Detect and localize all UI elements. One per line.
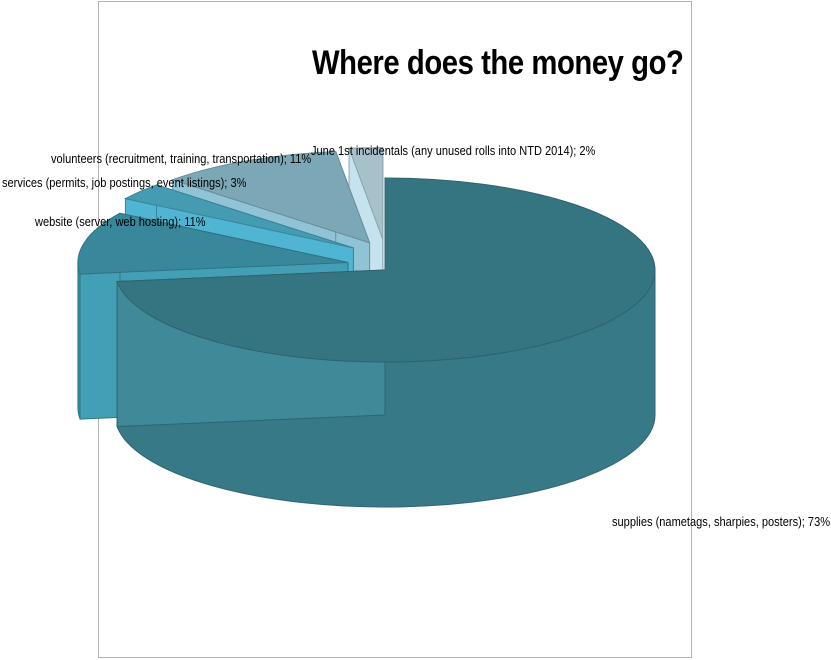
label-supplies: supplies (nametags, sharpies, posters); … [612, 514, 831, 529]
pie-top-website [77, 212, 349, 275]
chart-title: Where does the money go? [312, 44, 684, 82]
pie-top-services [123, 184, 354, 249]
pie-slice-supplies [116, 177, 656, 508]
pie-top-volunteers [171, 150, 371, 244]
pie-top-supplies [116, 177, 656, 363]
label-incidentals: June 1st incidentals (any unused rolls i… [311, 143, 596, 158]
label-services: services (permits, job postings, event l… [2, 175, 247, 190]
label-volunteers: volunteers (recruitment, training, trans… [51, 151, 312, 166]
pie-top-june [348, 146, 384, 240]
label-website: website (server, web hosting); 11% [35, 214, 206, 229]
